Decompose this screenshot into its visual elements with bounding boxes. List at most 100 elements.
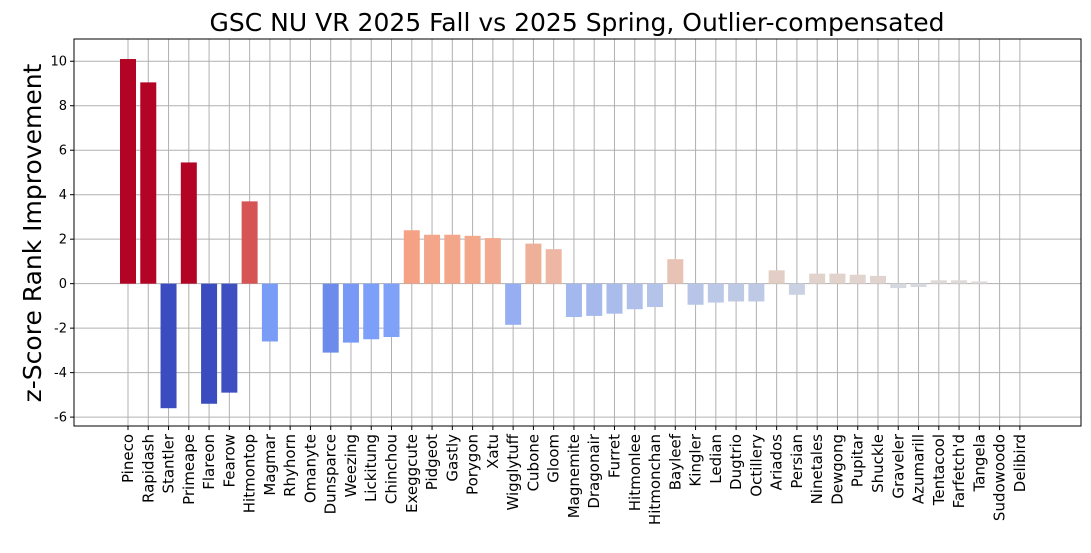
x-tick-label: Gastly: [443, 434, 461, 482]
y-tick-label: 10: [50, 55, 67, 70]
x-tick-label: Dugtrio: [727, 434, 745, 490]
bar: [951, 280, 968, 284]
x-tick-label: Sudowoodo: [991, 434, 1009, 521]
bar: [748, 283, 765, 302]
bar: [788, 283, 805, 295]
bar: [565, 283, 582, 318]
x-tick-label: Octillery: [747, 434, 765, 497]
x-tick-label: Exeggcute: [403, 434, 421, 513]
x-tick-label: Dragonair: [585, 433, 603, 508]
x-tick-label: Cubone: [524, 434, 542, 491]
bar: [464, 235, 481, 284]
bar: [241, 201, 258, 284]
plot-frame: [73, 38, 1082, 427]
bar: [180, 162, 197, 284]
x-tick-label: Ledian: [707, 434, 725, 484]
x-tick-label: Shuckle: [869, 434, 887, 493]
bar: [363, 283, 380, 340]
x-tick-label: Dewgong: [828, 434, 846, 505]
x-tick-label: Gloom: [545, 434, 563, 483]
bar: [221, 283, 238, 393]
x-tick-label: Farfetch'd: [950, 434, 968, 508]
x-tick-label: Lickitung: [362, 434, 380, 502]
bar: [626, 283, 643, 310]
y-tick-label: -4: [54, 366, 67, 381]
bar: [444, 234, 461, 284]
x-tick-label: Hitmontop: [241, 434, 259, 513]
bar: [849, 274, 866, 284]
bar: [383, 283, 400, 338]
bars: [120, 59, 988, 409]
bar: [586, 283, 603, 316]
y-tick-label: 6: [59, 144, 67, 159]
x-tick-label: Fearow: [220, 434, 238, 488]
bar: [890, 283, 907, 289]
x-tick-label: Kingler: [687, 433, 705, 486]
bar: [424, 234, 441, 284]
y-ticks: -6 -4 -2 0 2 4 6 8 10: [50, 55, 74, 426]
y-tick-label: 8: [59, 99, 67, 114]
bar: [545, 249, 562, 284]
x-tick-label: Chinchou: [383, 434, 401, 504]
bar: [728, 283, 745, 302]
x-tick-label: Hitmonchan: [646, 434, 664, 525]
bar: [829, 273, 846, 284]
x-tick-label: Pupitar: [849, 433, 867, 487]
x-tick-label: Flareon: [200, 434, 218, 490]
bar: [525, 243, 542, 284]
x-tick-label: Tentacool: [930, 434, 948, 506]
x-tick-label: Bayleef: [666, 433, 684, 490]
y-tick-label: 4: [59, 188, 67, 203]
x-ticks: Pineco Rapidash Stantler Primeape Flareon Fea…: [119, 426, 1029, 525]
bar: [667, 259, 684, 284]
bar: [971, 281, 988, 284]
x-tick-label: Dunsparce: [322, 434, 340, 514]
x-tick-label: Pidgeot: [423, 434, 441, 490]
x-tick-label: Persian: [788, 434, 806, 489]
bar: [120, 59, 136, 284]
bar: [484, 238, 501, 284]
x-tick-label: Magnemite: [565, 434, 583, 518]
y-tick-label: 2: [59, 233, 67, 248]
x-tick-label: Hitmonlee: [626, 434, 644, 511]
x-tick-label: Ariados: [768, 434, 786, 490]
x-tick-label: Furret: [605, 434, 623, 478]
bar: [505, 283, 522, 325]
x-tick-label: Delibird: [1011, 434, 1029, 492]
bar: [707, 283, 724, 303]
x-tick-label: Omanyte: [301, 434, 319, 503]
bar: [910, 283, 927, 287]
y-tick-label: 0: [59, 277, 67, 292]
x-tick-label: Wigglytuff: [504, 433, 522, 510]
y-tick-label: -2: [54, 322, 67, 337]
x-tick-label: Pineco: [119, 434, 137, 483]
bar: [261, 283, 278, 342]
x-tick-label: Rhyhorn: [281, 434, 299, 497]
x-tick-label: Porygon: [464, 434, 482, 495]
bar: [687, 283, 704, 305]
bar: [403, 230, 420, 284]
bar: [342, 283, 359, 343]
x-tick-label: Tangela: [970, 434, 988, 493]
bar: [160, 283, 177, 409]
x-tick-label: Xatu: [484, 434, 502, 469]
bar: [869, 275, 886, 284]
bar: [201, 283, 218, 404]
bar: [809, 273, 826, 284]
chart-title: GSC NU VR 2025 Fall vs 2025 Spring, Outl…: [210, 8, 945, 37]
x-tick-label: Azumarill: [910, 434, 928, 504]
x-tick-label: Weezing: [342, 434, 360, 497]
y-tick-label: -6: [54, 411, 67, 426]
x-tick-label: Primeape: [180, 434, 198, 505]
x-tick-label: Graveler: [889, 433, 907, 498]
bar: [768, 270, 785, 284]
bar: [140, 82, 157, 284]
x-tick-label: Ninetales: [808, 434, 826, 505]
x-tick-label: Stantler: [160, 433, 178, 493]
bar: [930, 280, 947, 284]
y-axis-label: z-Score Rank Improvement: [18, 63, 47, 402]
bar: [322, 283, 339, 353]
bar: [606, 283, 623, 314]
bar: [647, 283, 664, 308]
